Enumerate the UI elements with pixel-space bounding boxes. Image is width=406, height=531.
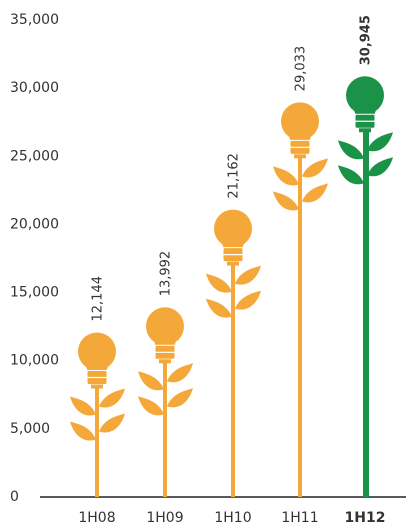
- bulb-neck: [352, 105, 378, 116]
- stem: [231, 258, 235, 497]
- bulb-bar: [273, 102, 328, 497]
- leaf: [273, 166, 299, 186]
- leaf: [167, 388, 193, 408]
- x-tick-label: 1H10: [214, 510, 251, 526]
- y-tick-label: 15,000: [10, 285, 59, 301]
- y-tick-label: 35,000: [10, 12, 59, 28]
- value-label: 29,033: [294, 46, 309, 92]
- leaf: [338, 140, 364, 160]
- leaf: [302, 158, 328, 178]
- leaf: [273, 191, 299, 211]
- y-tick-label: 5,000: [10, 421, 50, 437]
- bulb-bar: [138, 307, 193, 497]
- bulb-bar: [338, 76, 393, 497]
- bulb-neck: [220, 238, 246, 249]
- bulb-neck: [84, 361, 110, 372]
- y-tick-label: 0: [10, 489, 19, 505]
- leaf: [99, 413, 125, 433]
- y-tick-label: 30,000: [10, 80, 59, 96]
- x-tick-label: 1H11: [281, 510, 318, 526]
- bulb-glass: [346, 76, 384, 115]
- bulb-glass: [146, 307, 184, 346]
- stem: [95, 381, 99, 497]
- bulb-bar: [70, 332, 125, 497]
- leaf: [70, 421, 96, 441]
- value-label: 30,945: [359, 15, 374, 65]
- leaf: [338, 165, 364, 185]
- bulb-tip: [359, 128, 371, 133]
- bulb-tip: [227, 261, 239, 266]
- bulb-glass: [281, 102, 319, 141]
- leaf: [138, 396, 164, 416]
- leaf: [167, 363, 193, 383]
- bulb-neck: [287, 131, 313, 142]
- y-tick-label: 10,000: [10, 353, 59, 369]
- bulb-glass: [78, 332, 116, 371]
- bulb-tip: [91, 384, 103, 389]
- leaf: [235, 290, 261, 310]
- stem: [163, 356, 167, 497]
- stem: [363, 125, 369, 497]
- value-label: 12,144: [91, 276, 106, 322]
- bulb-tip: [159, 359, 171, 364]
- leaf: [367, 132, 393, 152]
- leaf: [206, 273, 232, 293]
- leaf: [367, 157, 393, 177]
- leaf: [138, 371, 164, 391]
- leaf: [206, 298, 232, 318]
- x-tick-label: 1H09: [146, 510, 183, 526]
- leaf: [235, 265, 261, 285]
- leaf: [99, 388, 125, 408]
- leaf: [302, 183, 328, 203]
- bulb-glass: [214, 209, 252, 248]
- value-label: 21,162: [227, 153, 242, 199]
- y-tick-label: 20,000: [10, 216, 59, 232]
- y-tick-label: 25,000: [10, 148, 59, 164]
- bulb-neck: [152, 336, 178, 347]
- stem: [298, 151, 302, 497]
- leaf: [70, 396, 96, 416]
- x-tick-label: 1H08: [78, 510, 115, 526]
- bulb-tip: [294, 154, 306, 159]
- value-label: 13,992: [159, 251, 174, 297]
- x-tick-label: 1H12: [345, 510, 386, 526]
- bulb-bar: [206, 209, 261, 497]
